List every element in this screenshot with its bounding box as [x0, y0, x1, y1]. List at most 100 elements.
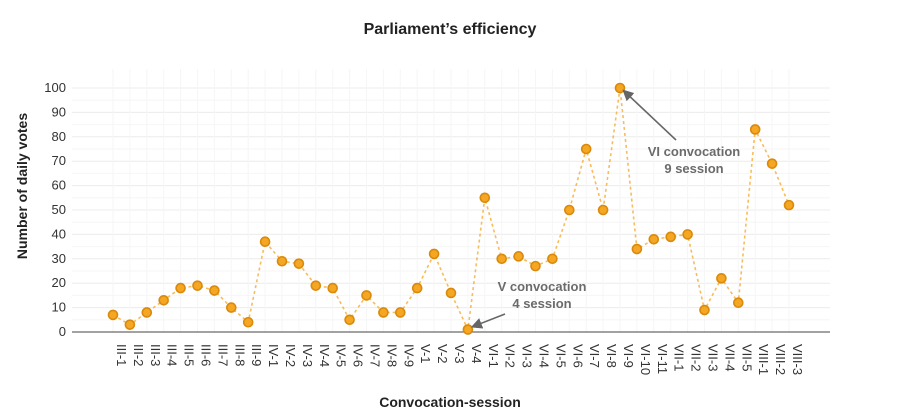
x-tick-label: V-4 [469, 344, 484, 364]
x-tick-label: III-5 [182, 344, 197, 366]
y-tick-label: 80 [52, 129, 66, 144]
annotation-arrow [470, 313, 506, 329]
annotations: V convocation 4 session VI convocation 9 se… [470, 89, 740, 329]
data-point [428, 248, 440, 260]
x-tick-label: VII-1 [672, 344, 687, 371]
y-tick-label: 10 [52, 300, 66, 315]
x-tick-label: III-7 [215, 344, 230, 366]
grid [72, 69, 830, 333]
x-tick-label: VI-6 [570, 344, 585, 368]
data-point [580, 143, 592, 155]
data-point [175, 282, 186, 294]
data-point [192, 280, 203, 291]
x-tick-label: IV-5 [334, 344, 349, 367]
x-tick-label: IV-3 [300, 344, 315, 367]
x-tick-label: VII-4 [722, 344, 737, 371]
x-tick-label: VI-10 [638, 344, 653, 375]
data-point [749, 124, 761, 135]
y-tick-label: 70 [52, 153, 66, 168]
data-point [699, 304, 710, 316]
data-point [648, 233, 660, 245]
data-point [547, 253, 558, 265]
x-tick-label: III-1 [114, 344, 129, 366]
x-tick-label: VI-8 [604, 344, 619, 368]
data-point [732, 297, 744, 309]
data-point [716, 273, 727, 284]
x-tick-label: VIII-1 [756, 344, 771, 375]
data-point [107, 309, 119, 321]
series-line [112, 87, 790, 333]
data-point [124, 319, 136, 330]
data-point [344, 314, 355, 326]
x-tick-label: V-1 [418, 344, 433, 364]
x-tick-label: IV-1 [266, 344, 281, 367]
x-axis-title: Convocation-session [379, 394, 521, 410]
data-point [327, 282, 339, 294]
x-tick-label: IV-9 [401, 344, 416, 367]
data-point [411, 282, 423, 294]
data-point [783, 199, 795, 211]
y-axis: 0 10 20 30 40 50 60 70 80 90 100 [44, 80, 66, 339]
x-tick-label: VI-1 [486, 344, 501, 368]
x-tick-label: III-8 [232, 344, 247, 366]
x-tick-label: VII-5 [739, 344, 754, 371]
y-tick-label: 60 [52, 178, 66, 193]
y-tick-label: 20 [52, 275, 66, 290]
data-point [513, 251, 524, 262]
data-point [530, 260, 541, 272]
x-tick-label: VI-2 [503, 344, 518, 368]
data-point [209, 285, 220, 296]
data-point [276, 255, 288, 267]
x-tick-label: III-3 [148, 344, 163, 366]
x-tick-label: IV-6 [351, 344, 366, 367]
x-tick-label: VI-3 [520, 344, 535, 368]
x-tick-label: VI-4 [537, 344, 552, 368]
x-tick-label: VIII-2 [773, 344, 788, 375]
y-tick-label: 50 [52, 202, 66, 217]
y-axis-title: Number of daily votes [14, 113, 30, 259]
y-tick-label: 40 [52, 226, 66, 241]
data-point [242, 316, 254, 328]
x-tick-label: V-3 [452, 344, 467, 364]
data-point [563, 204, 575, 216]
annotation-label: V convocation [498, 279, 587, 294]
x-tick-label: VI-9 [621, 344, 636, 368]
data-point [394, 307, 406, 318]
data-point [631, 243, 643, 255]
x-tick-label: VII-3 [706, 344, 721, 371]
data-point [361, 290, 372, 301]
x-tick-label: V-2 [435, 344, 450, 364]
data-point [766, 158, 778, 169]
data-point [378, 307, 389, 318]
x-tick-label: IV-7 [368, 344, 383, 367]
y-tick-label: 90 [52, 104, 66, 119]
x-tick-label: III-6 [199, 344, 214, 366]
data-point [445, 287, 457, 299]
data-point [682, 229, 693, 240]
x-tick-label: VI-7 [587, 344, 602, 368]
data-point [479, 192, 491, 204]
x-tick-label: VI-5 [553, 344, 568, 368]
annotation-label: 9 session [664, 161, 723, 176]
x-tick-label: IV-4 [317, 344, 332, 367]
x-tick-label: III-2 [131, 344, 146, 366]
data-point [462, 324, 474, 335]
data-point [496, 253, 508, 265]
data-points [107, 82, 795, 335]
x-tick-label: IV-2 [283, 344, 298, 367]
y-tick-label: 0 [59, 324, 66, 339]
y-tick-label: 30 [52, 251, 66, 266]
data-point [293, 258, 305, 269]
annotation-arrow [622, 89, 677, 141]
data-point [614, 82, 626, 94]
data-point [665, 231, 677, 243]
data-point [597, 204, 609, 216]
chart-title: Parliament’s efficiency [364, 21, 537, 38]
y-tick-label: 100 [44, 80, 66, 95]
x-tick-label: VIII-3 [790, 344, 805, 375]
x-tick-label: VII-2 [689, 344, 704, 371]
x-tick-label: IV-8 [384, 344, 399, 367]
annotation-label: 4 session [512, 296, 571, 311]
x-tick-label: III-4 [165, 344, 180, 366]
